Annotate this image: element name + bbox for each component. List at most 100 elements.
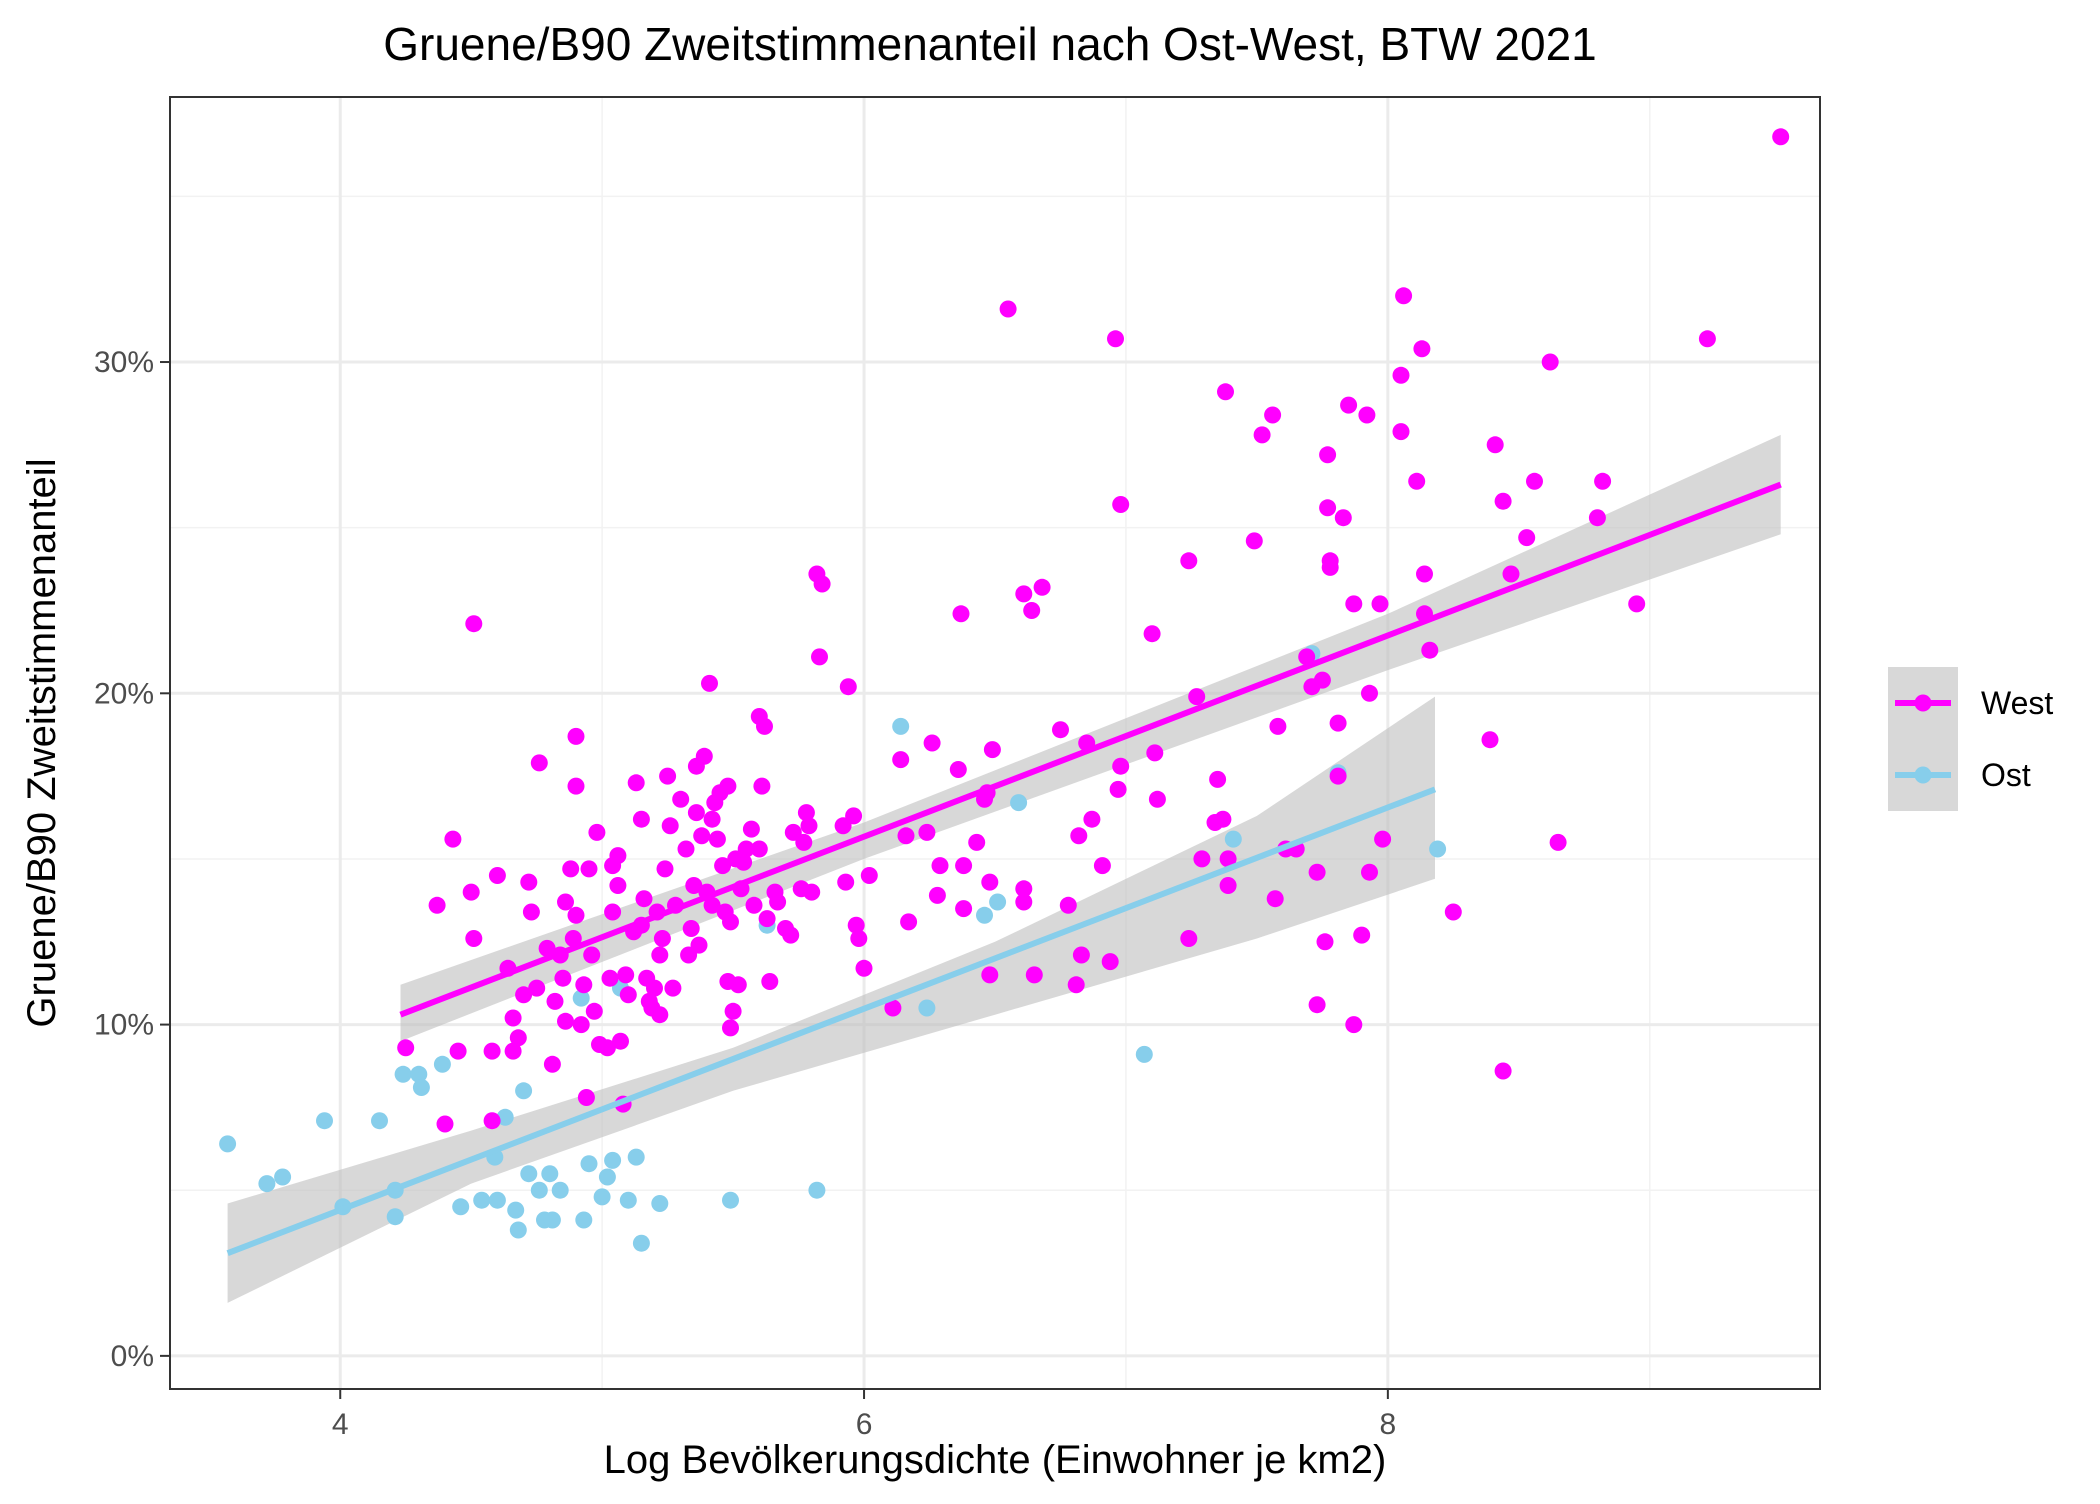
data-point-west [1093, 857, 1111, 875]
data-point-west [1143, 625, 1161, 643]
data-point-west [562, 860, 580, 878]
data-point-west [1180, 552, 1198, 570]
data-point-ost [394, 1065, 412, 1083]
data-point-west [1070, 827, 1088, 845]
data-point-west [632, 810, 650, 828]
data-point-west [672, 790, 690, 808]
data-point-west [900, 913, 918, 931]
data-point-west [1217, 383, 1234, 401]
data-point-west [1408, 472, 1426, 490]
data-point-west [1518, 529, 1536, 547]
data-point-west [719, 777, 737, 795]
data-point-west [722, 913, 739, 931]
data-point-west [564, 930, 582, 947]
data-point-west [635, 890, 653, 908]
data-point-ost [219, 1135, 237, 1153]
data-point-west [981, 966, 999, 984]
data-point-west [1361, 863, 1378, 881]
data-point-west [1502, 565, 1520, 583]
data-point-west [1264, 406, 1282, 424]
data-point-west [1371, 595, 1389, 613]
data-point-west [515, 986, 533, 1004]
data-point-ost [412, 1079, 430, 1096]
data-point-west [428, 896, 446, 914]
data-point-ost [632, 1234, 650, 1252]
data-point-ost [258, 1175, 276, 1193]
legend-label-west: West [1981, 685, 2053, 721]
data-point-ost [593, 1188, 611, 1206]
data-point-west [583, 946, 601, 964]
data-point-west [756, 717, 773, 735]
data-point-west [968, 833, 986, 851]
data-point-ost [572, 989, 590, 1007]
data-point-ost [515, 1082, 533, 1100]
data-point-west [1628, 595, 1646, 613]
y-axis-label: Gruene/B90 Zweitstimmenanteil [20, 458, 64, 1027]
data-point-west [955, 857, 973, 875]
plot-panel-border [169, 96, 1821, 1390]
data-point-ost [386, 1208, 404, 1226]
data-point-west [585, 1002, 603, 1020]
data-point-west [1180, 930, 1198, 947]
data-point-west [803, 883, 821, 901]
data-point-west [850, 930, 868, 947]
data-point-west [742, 820, 760, 838]
data-point-west [656, 860, 674, 878]
legend-key-point-west [1914, 694, 1932, 712]
data-point-west [1308, 863, 1326, 881]
data-point-west [1072, 946, 1090, 964]
data-point-west [795, 833, 813, 851]
data-point-west [1107, 330, 1124, 348]
data-point-west [612, 1032, 629, 1050]
data-point-west [750, 840, 768, 858]
legend-key-point-ost [1914, 766, 1932, 784]
data-point-ost [543, 1211, 561, 1229]
data-point-west [567, 777, 585, 795]
axes: 4 6 8 0% 10% 20% 30% [94, 346, 1396, 1441]
data-point-west [1526, 472, 1543, 490]
data-point-ost [551, 1181, 569, 1199]
data-point-ost [892, 717, 910, 735]
data-point-west [983, 741, 1001, 759]
data-point-ost [580, 1155, 598, 1173]
data-point-west [860, 867, 878, 884]
y-tick-label: 30% [94, 346, 154, 379]
data-point-west [800, 817, 818, 835]
data-point-west [504, 1042, 522, 1060]
data-point-west [735, 853, 753, 871]
chart-title: Gruene/B90 Zweitstimmenanteil nach Ost-W… [383, 18, 1597, 70]
data-point-west [1214, 810, 1232, 828]
data-point-west [1361, 684, 1378, 702]
y-tick-label: 0% [111, 1340, 154, 1373]
data-points [219, 128, 1790, 1252]
x-tick-label: 4 [332, 1408, 349, 1441]
data-point-west [701, 674, 718, 692]
data-point-west [714, 857, 732, 875]
data-point-west [839, 678, 857, 696]
data-point-ost [627, 1148, 645, 1166]
data-point-west [436, 1115, 454, 1133]
data-point-west [745, 896, 763, 914]
data-point-west [677, 840, 695, 858]
data-point-west [1313, 671, 1331, 689]
data-point-west [1392, 423, 1410, 441]
data-point-west [1109, 780, 1127, 798]
y-tick-label: 10% [94, 1009, 154, 1042]
data-point-west [1298, 648, 1316, 666]
data-point-ost [316, 1112, 333, 1130]
data-point-west [981, 873, 999, 891]
data-point-west [488, 867, 506, 884]
data-point-west [847, 916, 865, 934]
data-point-west [664, 979, 682, 997]
data-point-west [1334, 509, 1352, 527]
data-point-ost [604, 1151, 622, 1169]
data-point-west [724, 1002, 742, 1020]
data-point-west [1594, 472, 1612, 490]
data-point-west [931, 857, 949, 875]
data-point-west [1112, 496, 1130, 513]
data-point-west [1015, 880, 1033, 898]
data-point-west [646, 979, 663, 997]
data-point-west [504, 1009, 522, 1027]
legend-label-ost: Ost [1981, 757, 2031, 793]
